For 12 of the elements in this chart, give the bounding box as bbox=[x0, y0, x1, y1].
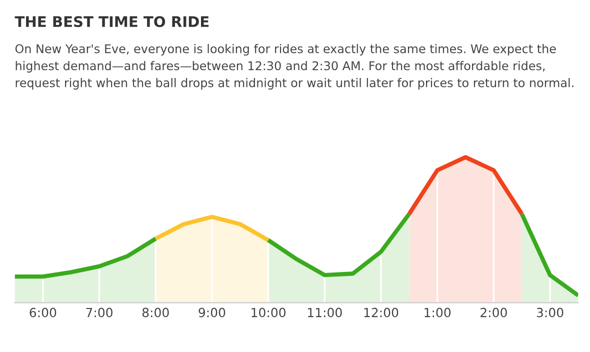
x-tick-label: 8:00 bbox=[142, 308, 169, 318]
x-tick-label: 9:00 bbox=[198, 308, 226, 318]
x-tick-label: 10:00 bbox=[252, 308, 286, 318]
x-tick-label: 3:00 bbox=[536, 308, 564, 318]
chart-subtitle: On New Year's Eve, everyone is looking for rides at exactly the same times. We expect the highest demand—and fares—between 12:30 and 2:30 AM. For the most affordable rides, request right when the ball drops at midnight or wait until later for prices to return to normal. bbox=[15, 44, 574, 90]
x-tick-label: 2:00 bbox=[480, 308, 507, 318]
x-tick-label: 11:00 bbox=[308, 308, 342, 318]
x-tick-label: 12:00 bbox=[364, 308, 398, 318]
x-tick-label: 1:00 bbox=[424, 308, 451, 318]
x-tick-label: 6:00 bbox=[30, 308, 56, 318]
x-tick-label: 7:00 bbox=[86, 308, 112, 318]
chart-title: THE BEST TIME TO RIDE bbox=[14, 16, 209, 28]
